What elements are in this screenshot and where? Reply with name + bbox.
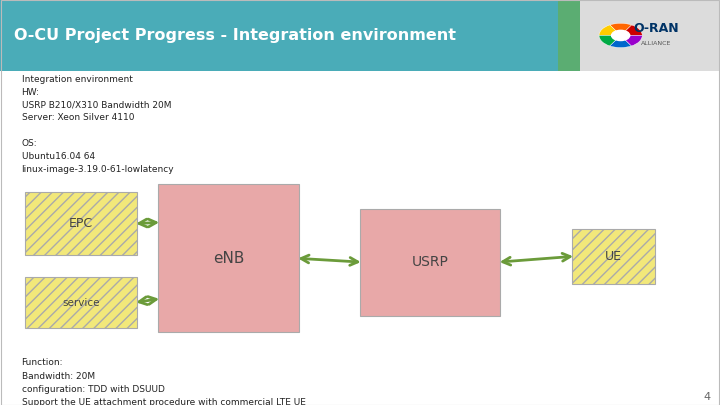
Text: EPC: EPC [69,217,93,230]
Circle shape [611,30,630,40]
FancyBboxPatch shape [572,229,655,284]
FancyBboxPatch shape [158,184,299,332]
FancyBboxPatch shape [25,277,137,328]
Wedge shape [610,23,631,36]
FancyBboxPatch shape [360,209,500,316]
Wedge shape [621,25,642,36]
Text: 4: 4 [703,392,711,402]
Wedge shape [599,36,621,46]
Text: eNB: eNB [213,251,244,266]
FancyBboxPatch shape [558,0,580,71]
Text: service: service [62,298,100,308]
Wedge shape [621,36,642,46]
Text: ALLIANCE: ALLIANCE [642,41,672,46]
Text: O-CU Project Progress - Integration environment: O-CU Project Progress - Integration envi… [14,28,456,43]
Text: USRP: USRP [412,255,449,269]
Wedge shape [599,25,621,36]
Text: Integration environment
HW:
USRP B210/X310 Bandwidth 20M
Server: Xeon Silver 411: Integration environment HW: USRP B210/X3… [22,75,174,174]
FancyBboxPatch shape [0,0,580,71]
Text: UE: UE [606,249,622,263]
Wedge shape [610,36,631,48]
FancyBboxPatch shape [25,192,137,255]
FancyBboxPatch shape [580,0,720,71]
Text: Function:
Bandwidth: 20M
configuration: TDD with DSUUD
Support the UE attachment: Function: Bandwidth: 20M configuration: … [22,358,305,405]
Text: O-RAN: O-RAN [634,22,680,36]
